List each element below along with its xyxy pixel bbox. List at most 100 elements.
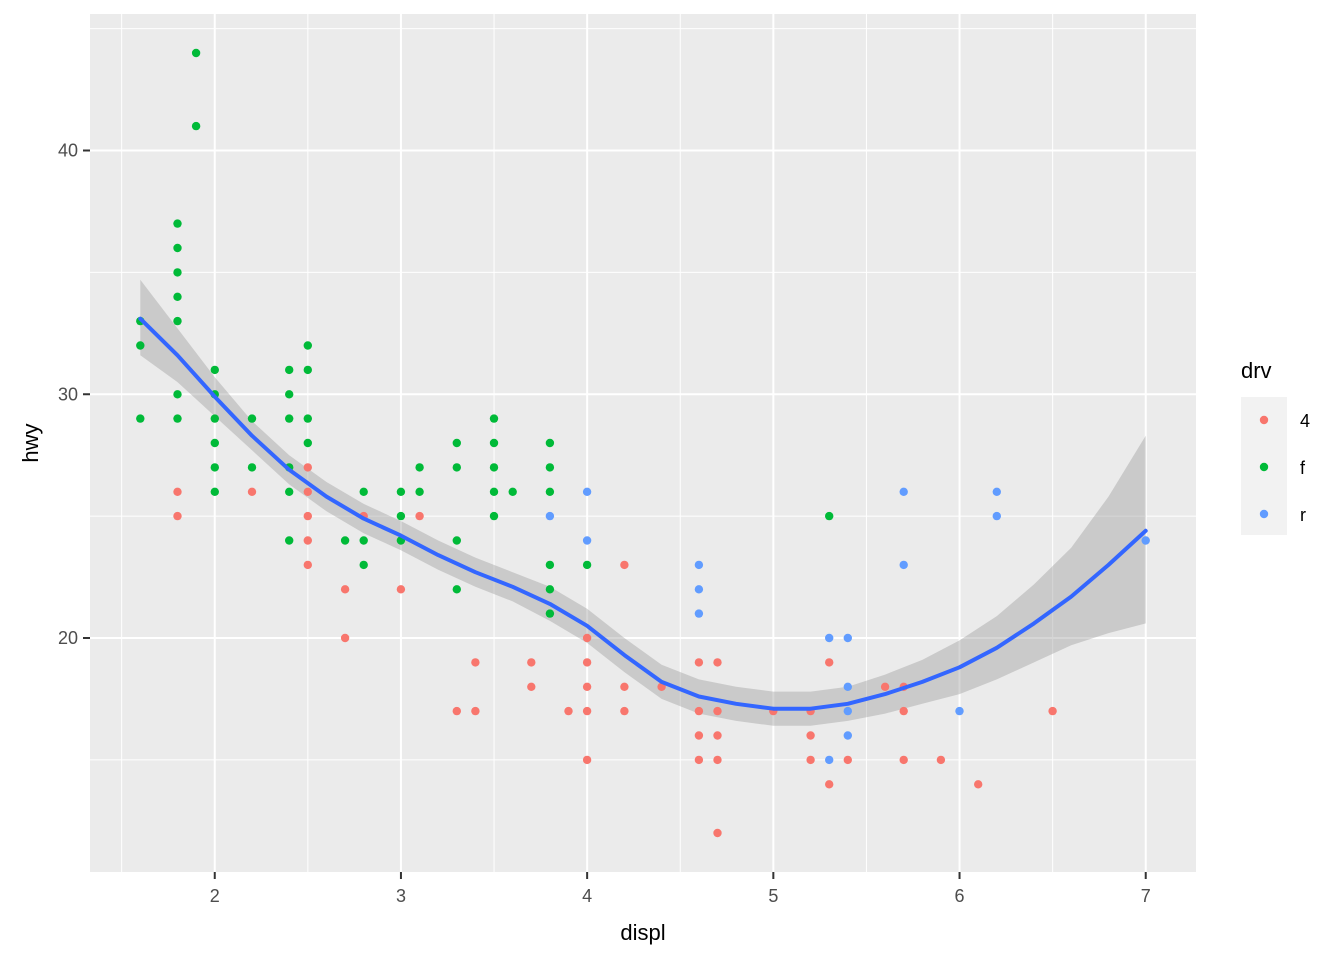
data-point-f: [303, 365, 312, 375]
data-point-4: [713, 658, 722, 667]
data-point-f: [359, 560, 368, 570]
legend: drv 4 f r: [1241, 358, 1310, 535]
data-point-4: [303, 536, 312, 545]
data-point-f: [489, 511, 499, 521]
data-point-f: [545, 585, 555, 594]
data-point-r: [694, 585, 704, 594]
data-point-f: [136, 414, 145, 423]
data-point-4: [694, 755, 704, 765]
y-tick-label: 20: [58, 628, 78, 648]
data-point-4: [936, 755, 946, 765]
data-point-f: [285, 390, 294, 399]
data-point-f: [452, 585, 461, 594]
data-point-4: [527, 682, 536, 691]
data-point-4: [806, 755, 815, 765]
data-point-f: [210, 365, 219, 375]
x-tick-label: 6: [955, 886, 965, 906]
data-point-f: [340, 536, 350, 545]
data-point-4: [303, 511, 312, 521]
data-point-f: [247, 414, 257, 423]
data-point-4: [396, 585, 406, 594]
data-point-r: [843, 682, 852, 691]
legend-items: 4 f r: [1259, 411, 1310, 525]
data-point-f: [173, 316, 182, 326]
data-point-r: [545, 511, 555, 521]
data-point-f: [136, 341, 145, 350]
legend-label-4: 4: [1300, 411, 1310, 431]
x-tick-label: 3: [396, 886, 406, 906]
data-point-r: [992, 487, 1001, 496]
data-point-f: [396, 487, 406, 496]
data-point-f: [210, 438, 219, 448]
data-point-f: [285, 536, 294, 545]
data-point-4: [694, 706, 704, 716]
data-point-4: [694, 658, 704, 667]
legend-title: drv: [1241, 358, 1272, 383]
data-point-4: [713, 828, 722, 838]
legend-label-f: f: [1300, 458, 1306, 478]
data-point-4: [527, 658, 536, 667]
data-point-4: [471, 658, 480, 667]
data-point-f: [359, 536, 368, 545]
data-point-4: [173, 487, 182, 496]
data-point-f: [191, 121, 201, 131]
points-layer: [136, 48, 1150, 838]
data-point-4: [452, 706, 461, 716]
data-point-f: [303, 438, 312, 448]
y-axis: 20 30 40: [58, 141, 90, 648]
data-point-4: [303, 560, 312, 570]
data-point-f: [173, 390, 182, 399]
data-point-f: [247, 463, 257, 472]
data-point-r: [992, 511, 1001, 521]
data-point-4: [620, 706, 629, 716]
data-point-r: [843, 633, 852, 643]
data-point-4: [974, 780, 983, 789]
x-axis-title: displ: [620, 920, 665, 945]
data-point-f: [452, 463, 461, 472]
data-point-4: [247, 487, 257, 496]
data-point-f: [415, 487, 424, 496]
data-point-4: [340, 585, 350, 594]
x-axis: 2 3 4 5 6 7: [210, 872, 1151, 906]
data-point-4: [582, 682, 592, 691]
y-tick-label: 40: [58, 141, 78, 161]
data-point-f: [173, 243, 182, 253]
data-point-4: [582, 755, 592, 765]
confidence-band: [140, 279, 1146, 726]
data-point-4: [471, 706, 480, 716]
data-point-4: [899, 706, 908, 716]
data-point-r: [825, 755, 834, 765]
data-point-f: [825, 511, 834, 521]
data-point-f: [285, 365, 294, 375]
data-point-4: [713, 731, 722, 740]
data-point-4: [713, 706, 722, 716]
data-point-f: [173, 268, 182, 277]
data-point-f: [582, 560, 592, 570]
data-point-f: [285, 414, 294, 423]
smooth-line: [138, 316, 1148, 711]
data-point-4: [620, 560, 629, 570]
data-point-4: [564, 706, 573, 716]
data-point-f: [173, 219, 182, 228]
x-tick-label: 7: [1141, 886, 1151, 906]
data-point-r: [955, 706, 964, 716]
data-point-f: [452, 438, 461, 448]
data-point-f: [489, 438, 499, 448]
data-point-4: [582, 658, 592, 667]
y-tick-label: 30: [58, 384, 78, 404]
data-point-r: [582, 536, 592, 545]
data-point-4: [340, 633, 350, 643]
data-point-f: [173, 292, 182, 301]
data-point-f: [489, 414, 499, 423]
data-point-4: [173, 511, 182, 521]
confidence-band-layer: [140, 279, 1146, 726]
data-point-r: [899, 560, 908, 570]
x-tick-label: 5: [768, 886, 778, 906]
data-point-f: [191, 48, 201, 58]
data-point-4: [582, 633, 592, 643]
data-point-4: [825, 780, 834, 789]
data-point-f: [545, 609, 555, 618]
data-point-r: [694, 609, 704, 618]
x-tick-label: 2: [210, 886, 220, 906]
